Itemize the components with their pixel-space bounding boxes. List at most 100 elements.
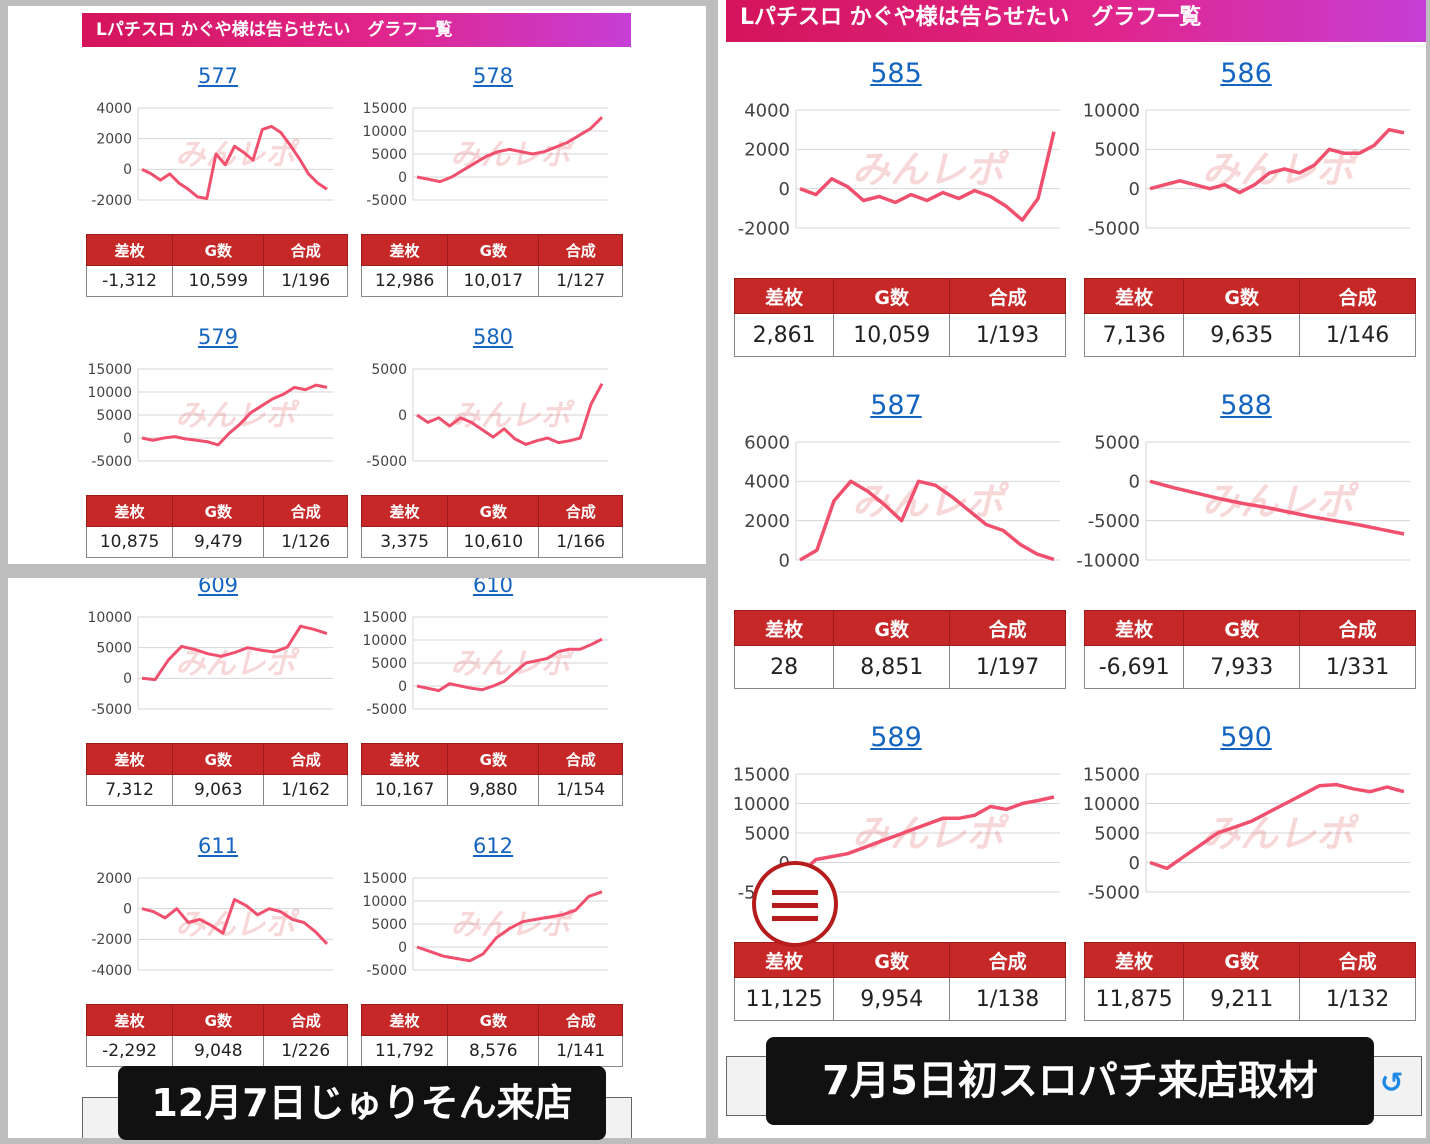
games-value: 10,610 xyxy=(447,526,540,558)
y-tick-label: 0 xyxy=(779,179,790,200)
machine-link-578[interactable]: 578 xyxy=(472,64,514,88)
y-tick-label: 15000 xyxy=(362,101,407,117)
diff-value: 7,312 xyxy=(85,774,174,806)
diff-value: -6,691 xyxy=(1083,645,1185,689)
y-tick-label: 0 xyxy=(398,679,407,695)
y-tick-label: 5000 xyxy=(371,656,407,672)
line-chart-577: 4000 2000 0 -2000 みんレポ xyxy=(78,92,343,231)
diff-header: 差枚 xyxy=(360,495,449,527)
y-tick-label: 4000 xyxy=(744,472,790,493)
machine-link-580[interactable]: 580 xyxy=(472,325,514,349)
watermark-logo: みんレポ xyxy=(176,908,301,943)
combined-value: 1/331 xyxy=(1299,645,1416,689)
machine-link-586[interactable]: 586 xyxy=(1220,58,1272,89)
y-tick-label: 5000 xyxy=(96,408,132,424)
combined-header: 合成 xyxy=(949,278,1066,314)
y-tick-label: 2000 xyxy=(744,511,790,532)
line-chart-579: 15000 10000 5000 0 -5000 みんレポ xyxy=(78,353,343,492)
series-line-590 xyxy=(1149,782,1405,871)
y-tick-label: 2000 xyxy=(744,140,790,161)
series-line-612 xyxy=(416,890,603,963)
y-tick-label: 0 xyxy=(398,940,407,956)
y-tick-label: -5000 xyxy=(366,963,407,979)
line-chart-580: 5000 0 -5000 みんレポ xyxy=(353,353,618,492)
combined-header: 合成 xyxy=(538,1004,623,1036)
games-value: 10,059 xyxy=(833,313,951,357)
combined-value: 1/126 xyxy=(263,526,348,558)
series-line-611 xyxy=(141,898,329,945)
y-tick-label: 5000 xyxy=(1094,432,1140,453)
line-chart-609: 10000 5000 0 -5000 みんレポ xyxy=(78,601,343,740)
line-chart-585: 4000 2000 0 -2000 みんレポ xyxy=(726,92,1066,256)
stats-table-586: 差枚 G数 合成 7,136 9,635 1/146 xyxy=(1083,278,1416,357)
left-top-panel: Lパチスロ かぐや様は告らせたい グラフ一覧 577 4000 2000 0 -2000… xyxy=(8,6,706,564)
stats-table-611: 差枚 G数 合成 -2,292 9,048 1/226 xyxy=(85,1004,348,1067)
line-chart-587: 6000 4000 2000 0 みんレポ xyxy=(726,424,1066,588)
games-header: G数 xyxy=(833,610,951,646)
combined-value: 1/146 xyxy=(1299,313,1416,357)
stats-table-589: 差枚 G数 合成 11,125 9,954 1/138 xyxy=(733,942,1066,1021)
line-chart-612: 15000 10000 5000 0 -5000 みんレポ xyxy=(353,862,618,1001)
machine-link-609[interactable]: 609 xyxy=(197,578,239,597)
machine-link-611[interactable]: 611 xyxy=(197,834,239,858)
stats-table-587: 差枚 G数 合成 28 8,851 1/197 xyxy=(733,610,1066,689)
stats-table-588: 差枚 G数 合成 -6,691 7,933 1/331 xyxy=(1083,610,1416,689)
diff-header: 差枚 xyxy=(360,1004,449,1036)
reload-icon[interactable]: ↺ xyxy=(1380,1066,1404,1099)
line-chart-590: 15000 10000 5000 0 -5000 みんレポ xyxy=(1076,756,1416,920)
machine-link-587[interactable]: 587 xyxy=(870,390,922,421)
combined-value: 1/141 xyxy=(538,1035,623,1067)
y-tick-label: 5000 xyxy=(1094,823,1140,844)
y-tick-label: 0 xyxy=(398,170,407,186)
series-line-577 xyxy=(141,124,328,200)
stats-table-612: 差枚 G数 合成 11,792 8,576 1/141 xyxy=(360,1004,623,1067)
diff-value: 10,167 xyxy=(360,774,449,806)
machine-link-589[interactable]: 589 xyxy=(870,722,922,753)
y-tick-label: 0 xyxy=(1129,472,1140,493)
diff-header: 差枚 xyxy=(360,743,449,775)
diff-header: 差枚 xyxy=(1083,942,1185,978)
stats-table-579: 差枚 G数 合成 10,875 9,479 1/126 xyxy=(85,495,348,558)
y-tick-label: 5000 xyxy=(96,641,132,657)
diff-header: 差枚 xyxy=(85,495,174,527)
y-tick-label: 5000 xyxy=(371,362,407,378)
machine-link-612[interactable]: 612 xyxy=(472,834,514,858)
watermark-logo: みんレポ xyxy=(176,138,301,173)
machine-link-590[interactable]: 590 xyxy=(1220,722,1272,753)
machine-link-588[interactable]: 588 xyxy=(1220,390,1272,421)
machine-link-610[interactable]: 610 xyxy=(472,578,514,597)
y-tick-label: 10000 xyxy=(1083,100,1140,121)
y-tick-label: 10000 xyxy=(87,385,132,401)
machine-link-585[interactable]: 585 xyxy=(870,58,922,89)
games-value: 9,880 xyxy=(447,774,540,806)
page-header-title: Lパチスロ かぐや様は告らせたい グラフ一覧 xyxy=(82,13,631,47)
watermark-logo: みんレポ xyxy=(852,811,1010,855)
left-bottom-panel: 609 10000 5000 0 -5000 みんレポ 差枚 G数 合成 7,312 9,063 1/… xyxy=(8,578,706,1138)
y-tick-label: 4000 xyxy=(96,101,132,117)
y-tick-label: -5000 xyxy=(1088,218,1140,239)
diff-header: 差枚 xyxy=(85,1004,174,1036)
games-value: 10,599 xyxy=(172,265,265,297)
hamburger-menu-icon[interactable] xyxy=(752,861,838,947)
y-tick-label: 15000 xyxy=(362,871,407,887)
combined-header: 合成 xyxy=(263,1004,348,1036)
watermark-logo: みんレポ xyxy=(852,147,1010,191)
y-tick-label: -2000 xyxy=(738,218,790,239)
machine-link-577[interactable]: 577 xyxy=(197,64,239,88)
games-header: G数 xyxy=(172,495,265,527)
games-header: G数 xyxy=(1183,610,1301,646)
diff-header: 差枚 xyxy=(1083,278,1185,314)
y-tick-label: 10000 xyxy=(1083,794,1140,815)
series-line-589 xyxy=(798,795,1055,876)
y-tick-label: -5000 xyxy=(366,193,407,209)
games-header: G数 xyxy=(172,743,265,775)
y-tick-label: 10000 xyxy=(362,894,407,910)
machine-link-579[interactable]: 579 xyxy=(197,325,239,349)
combined-value: 1/127 xyxy=(538,265,623,297)
y-tick-label: 0 xyxy=(398,408,407,424)
chart-svg-585: 4000 2000 0 -2000 みんレポ xyxy=(738,100,1060,239)
